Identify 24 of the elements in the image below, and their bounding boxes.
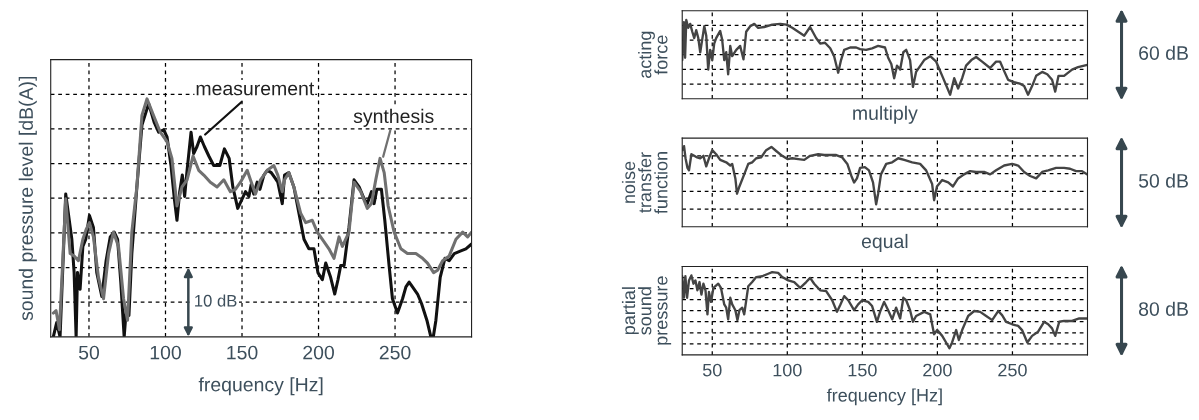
y-axis-title: noise transfer function — [621, 152, 668, 214]
text: 50 dB — [1138, 173, 1188, 188]
y-axis-title: acting force — [638, 31, 668, 79]
series-label: measurement — [196, 82, 315, 96]
x-tick-label: 100 — [150, 345, 181, 360]
x-tick-label: 250 — [379, 345, 411, 360]
text: synthesis — [353, 108, 434, 127]
x-tick-label: 100 — [773, 363, 802, 377]
text: 80 dB — [1139, 301, 1188, 316]
y-axis-title: sound pressure level [dB(A)] — [18, 76, 37, 321]
x-tick-label: 150 — [227, 345, 258, 360]
text: multiply — [853, 105, 918, 124]
x-tick-label: 50 — [78, 345, 100, 360]
x-tick-label: 150 — [848, 363, 877, 377]
x-tick-label: 200 — [923, 363, 952, 377]
x-axis-title: frequency [Hz] — [198, 377, 323, 396]
annotation: 10 dB — [195, 294, 237, 307]
x-tick-label: 200 — [303, 345, 334, 360]
text: 60 dB — [1139, 45, 1188, 60]
text: equal — [861, 233, 908, 253]
x-tick-label: 250 — [998, 363, 1027, 377]
x-tick-label: 50 — [702, 363, 722, 377]
x-axis-title: frequency [Hz] — [826, 388, 942, 406]
y-axis-title: partial sound pressure — [621, 276, 672, 345]
